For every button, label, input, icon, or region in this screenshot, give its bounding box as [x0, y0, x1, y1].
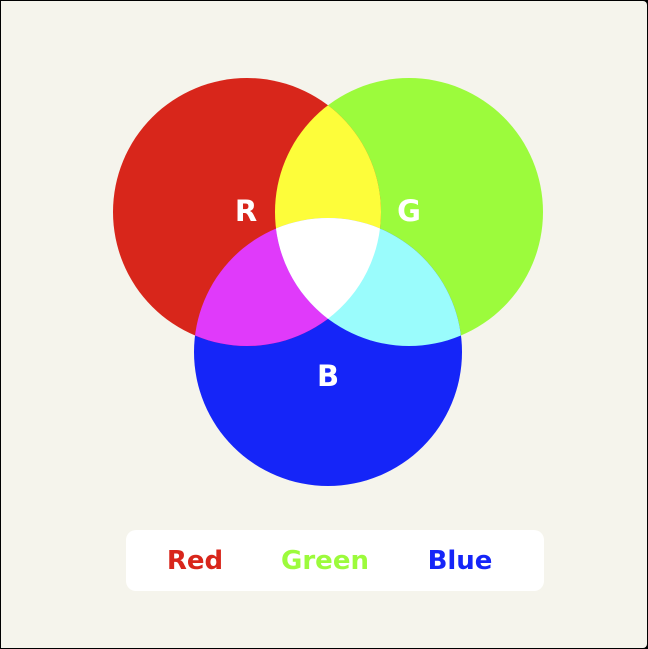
color-legend: Red Green Blue: [126, 530, 544, 591]
legend-item-green: Green: [281, 545, 369, 576]
blue-circle-label: B: [317, 359, 339, 393]
green-circle-label: G: [397, 194, 421, 228]
green-blue-overlap: [275, 218, 462, 346]
red-circle-label: R: [235, 194, 257, 228]
legend-item-blue: Blue: [427, 545, 493, 576]
legend-item-red: Red: [166, 545, 224, 576]
red-blue-overlap: [194, 218, 381, 346]
